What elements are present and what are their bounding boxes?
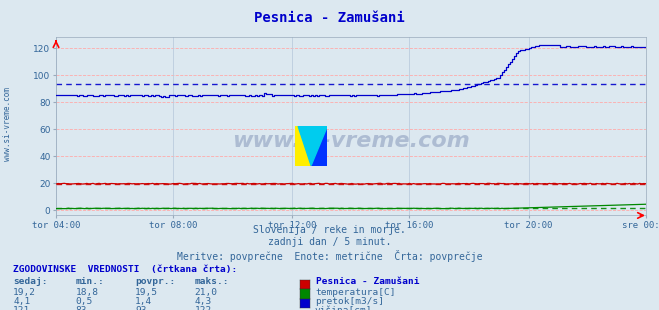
Text: 21,0: 21,0 <box>194 288 217 297</box>
Text: 83: 83 <box>76 306 87 310</box>
Text: povpr.:: povpr.: <box>135 277 175 286</box>
Text: www.si-vreme.com: www.si-vreme.com <box>232 131 470 151</box>
Text: Pesnica - Zamušani: Pesnica - Zamušani <box>254 11 405 25</box>
Text: 93: 93 <box>135 306 146 310</box>
Text: Slovenija / reke in morje.: Slovenija / reke in morje. <box>253 225 406 235</box>
Text: zadnji dan / 5 minut.: zadnji dan / 5 minut. <box>268 237 391 247</box>
Text: 19,2: 19,2 <box>13 288 36 297</box>
Text: 1,4: 1,4 <box>135 297 152 306</box>
Text: 18,8: 18,8 <box>76 288 99 297</box>
Text: pretok[m3/s]: pretok[m3/s] <box>315 297 384 306</box>
Text: 4,3: 4,3 <box>194 297 212 306</box>
Bar <box>311 126 328 166</box>
Text: 0,5: 0,5 <box>76 297 93 306</box>
Text: sedaj:: sedaj: <box>13 277 47 286</box>
Text: 4,1: 4,1 <box>13 297 30 306</box>
Text: maks.:: maks.: <box>194 277 229 286</box>
Text: www.si-vreme.com: www.si-vreme.com <box>3 87 13 161</box>
Text: Pesnica - Zamušani: Pesnica - Zamušani <box>316 277 420 286</box>
Text: Meritve: povprečne  Enote: metrične  Črta: povprečje: Meritve: povprečne Enote: metrične Črta:… <box>177 250 482 262</box>
Text: temperatura[C]: temperatura[C] <box>315 288 395 297</box>
Text: višina[cm]: višina[cm] <box>315 306 372 310</box>
Bar <box>295 126 311 166</box>
Text: 19,5: 19,5 <box>135 288 158 297</box>
Polygon shape <box>298 126 328 166</box>
Text: 122: 122 <box>194 306 212 310</box>
Text: ZGODOVINSKE  VREDNOSTI  (črtkana črta):: ZGODOVINSKE VREDNOSTI (črtkana črta): <box>13 265 237 274</box>
Text: min.:: min.: <box>76 277 105 286</box>
Text: 121: 121 <box>13 306 30 310</box>
